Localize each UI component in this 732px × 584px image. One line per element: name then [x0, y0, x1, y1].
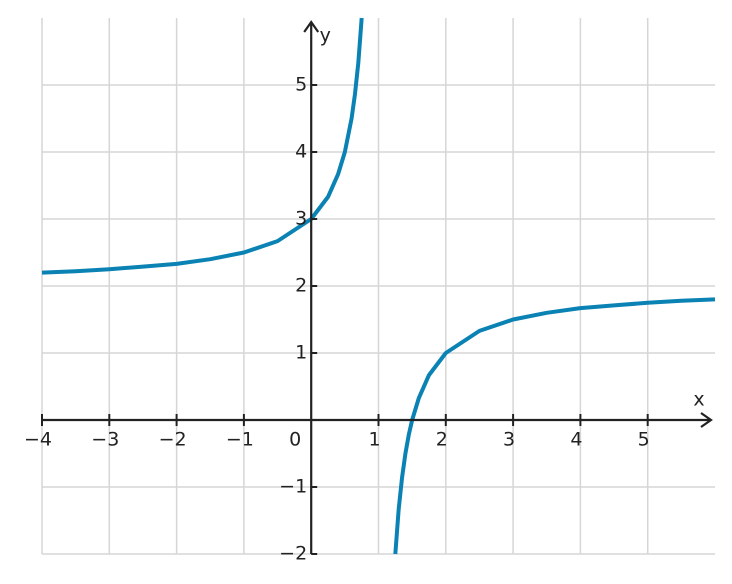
- x-tick-label: 5: [638, 429, 650, 451]
- y-tick-label: 1: [295, 342, 307, 364]
- x-tick-label: 2: [436, 429, 448, 451]
- x-tick-label: −4: [24, 429, 52, 451]
- x-tick-label: 1: [368, 429, 380, 451]
- y-tick-label: −1: [279, 476, 307, 498]
- y-tick-label: 5: [295, 74, 307, 96]
- curve: [41, 17, 716, 555]
- y-axis: [303, 20, 320, 554]
- y-tick-label: 3: [295, 208, 307, 230]
- x-axis-label: x: [693, 389, 704, 411]
- x-tick-label: 0: [289, 429, 301, 451]
- axes: −4 −3 −2 −1 0 1 2 3 4 5 −2 −1 1 2 3 4 5 x y: [24, 20, 713, 565]
- grid: [41, 18, 715, 555]
- x-tick-label: −1: [226, 429, 254, 451]
- y-tick-label: 2: [295, 275, 307, 297]
- x-tick-label: 3: [503, 429, 515, 451]
- x-tick-label: 4: [570, 429, 582, 451]
- y-tick-label: −2: [279, 543, 307, 565]
- x-tick-label: −3: [91, 429, 119, 451]
- x-axis: [42, 412, 713, 428]
- plot: [41, 17, 716, 555]
- y-axis-label: y: [320, 25, 331, 47]
- x-tick-label: −2: [159, 429, 187, 451]
- y-tick-label: 4: [295, 141, 307, 163]
